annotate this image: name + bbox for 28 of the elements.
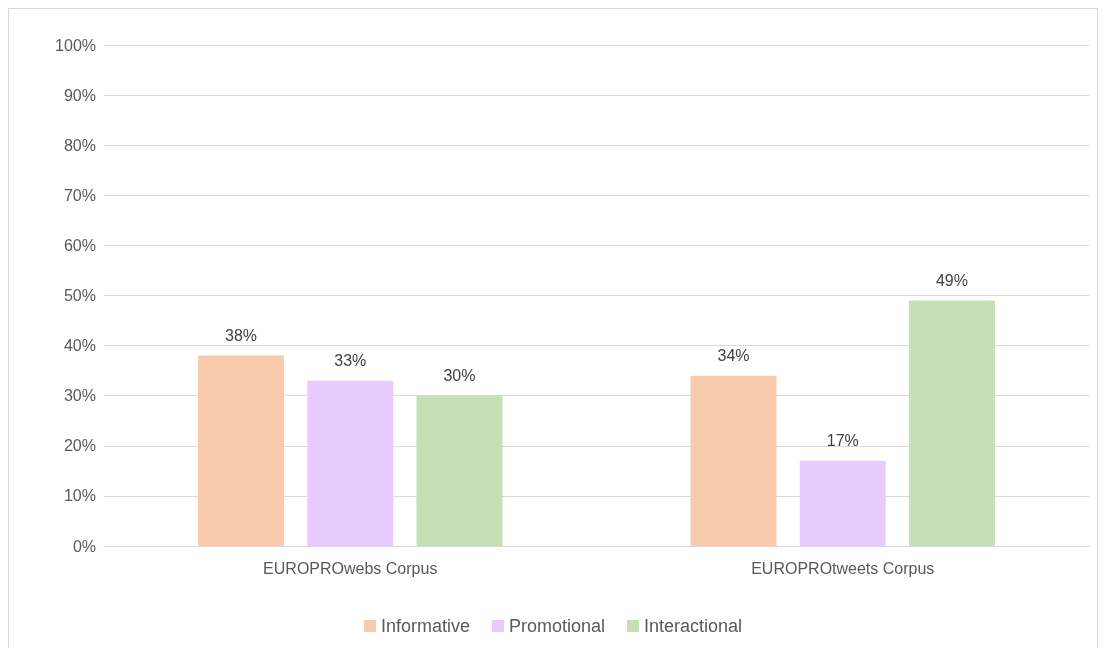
y-tick-label: 70% — [63, 186, 96, 204]
data-label: 38% — [225, 327, 258, 345]
bar — [307, 380, 394, 546]
data-label: 30% — [443, 367, 476, 385]
y-tick-label: 100% — [55, 36, 96, 54]
legend-label: Promotional — [508, 616, 606, 636]
bar — [690, 375, 777, 546]
bar — [198, 355, 285, 546]
y-tick-label: 90% — [63, 86, 96, 104]
y-tick-label: 0% — [72, 537, 96, 555]
legend-label: Interactional — [644, 616, 743, 636]
x-tick-label: EUROPROwebs Corpus — [263, 559, 438, 577]
y-tick-label: 10% — [63, 487, 96, 505]
data-label: 34% — [717, 347, 750, 365]
bar — [799, 460, 886, 546]
data-label: 17% — [826, 432, 859, 450]
y-tick-label: 30% — [63, 387, 96, 405]
x-tick-label: EUROPROtweets Corpus — [751, 559, 935, 577]
bar — [908, 300, 995, 546]
data-label: 33% — [334, 352, 367, 370]
y-tick-label: 60% — [63, 236, 96, 254]
y-tick-label: 20% — [63, 437, 96, 455]
y-tick-label: 80% — [63, 136, 96, 154]
y-tick-label: 50% — [63, 287, 96, 304]
bar — [416, 395, 503, 546]
data-label: 49% — [935, 272, 968, 290]
legend-label: Informative — [380, 616, 470, 636]
y-tick-label: 40% — [63, 337, 96, 355]
